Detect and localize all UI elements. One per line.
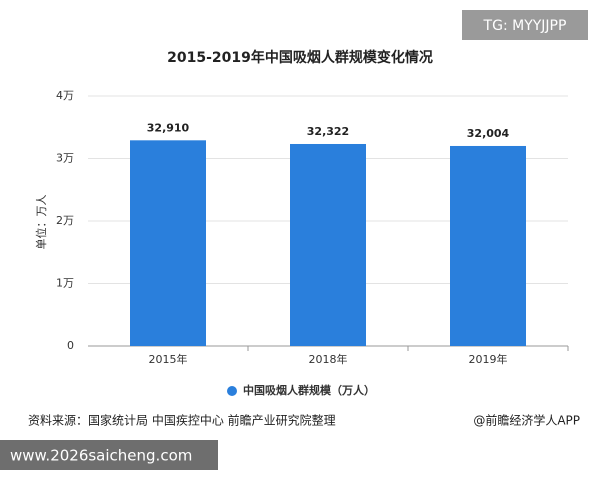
chart-title: 2015-2019年中国吸烟人群规模变化情况 bbox=[167, 49, 433, 66]
legend-label: 中国吸烟人群规模（万人） bbox=[243, 383, 375, 397]
source: 资料来源：国家统计局 中国疾控中心 前瞻产业研究院整理 bbox=[28, 413, 336, 428]
y-tick-label: 3万 bbox=[56, 152, 74, 165]
x-tick-label: 2018年 bbox=[309, 352, 348, 366]
value-label: 32,910 bbox=[147, 121, 190, 134]
legend-marker bbox=[227, 386, 237, 396]
y-tick-label: 2万 bbox=[56, 214, 74, 227]
bar bbox=[450, 145, 526, 346]
y-axis-label: 单位：万人 bbox=[34, 195, 48, 250]
y-tick-label: 0 bbox=[67, 339, 74, 352]
y-tick-label: 4万 bbox=[56, 89, 74, 102]
bar bbox=[290, 143, 366, 346]
value-label: 32,004 bbox=[467, 127, 510, 140]
website: www.2026saicheng.com bbox=[10, 447, 192, 465]
website-box bbox=[0, 440, 218, 470]
tag-box bbox=[462, 10, 588, 40]
value-label: 32,322 bbox=[307, 125, 349, 138]
y-tick-label: 1万 bbox=[56, 277, 74, 290]
x-tick-label: 2015年 bbox=[149, 352, 188, 366]
tag: TG: MYYJJPP bbox=[483, 18, 567, 34]
credit: @前瞻经济学人APP bbox=[473, 413, 580, 428]
x-tick-label: 2019年 bbox=[469, 352, 508, 366]
bar bbox=[130, 140, 206, 346]
